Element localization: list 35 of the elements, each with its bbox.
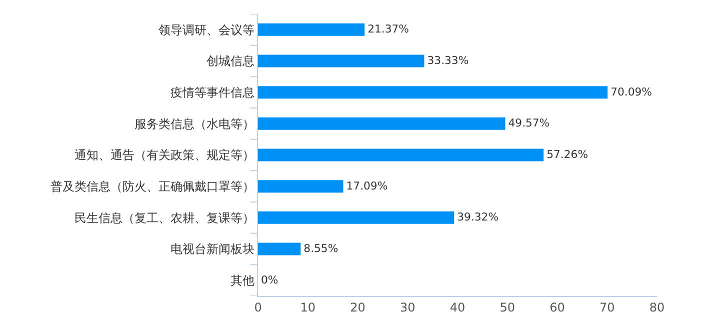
bar [258, 242, 301, 256]
data-label: 57.26% [546, 148, 588, 161]
y-tick-label: 其他 [230, 274, 255, 288]
bar [258, 211, 454, 224]
y-tick-label: 民生信息（复工、农耕、复课等） [74, 210, 255, 225]
x-tick-label: 0 [254, 300, 262, 314]
y-tick-label: 服务类信息（水电等） [134, 116, 255, 131]
y-tick-label: 普及类信息（防火、正确佩戴口罩等） [50, 180, 255, 194]
x-tick-label: 70 [599, 300, 615, 314]
x-tick-label: 20 [350, 300, 366, 314]
data-label: 33.33% [427, 54, 469, 67]
data-label: 39.32% [457, 210, 498, 224]
y-tick-label: 电视台新闻板块 [170, 242, 255, 256]
bar [258, 180, 344, 193]
y-tick-label: 疫情等事件信息 [170, 86, 255, 100]
x-tick-label: 80 [649, 300, 665, 314]
bar [258, 23, 365, 36]
bar [258, 54, 424, 68]
data-label: 21.37% [368, 22, 409, 36]
x-tick-label: 60 [550, 300, 565, 314]
bar [258, 117, 506, 130]
data-label: 0% [261, 273, 278, 286]
y-tick-label: 通知、通告（有关政策、规定等） [74, 148, 255, 162]
x-tick-label: 40 [450, 300, 466, 314]
x-tick-label: 50 [500, 300, 516, 314]
data-label: 17.09% [346, 179, 388, 192]
y-tick-label: 领导调研、会议等 [158, 22, 255, 37]
bar [258, 148, 544, 162]
x-tick-label: 30 [400, 300, 416, 314]
x-tick-label: 10 [300, 300, 316, 314]
y-tick-label: 创城信息 [206, 54, 255, 68]
data-label: 70.09% [610, 85, 652, 98]
bar [258, 86, 608, 99]
data-label: 8.55% [304, 242, 338, 255]
data-label: 49.57% [508, 116, 550, 130]
